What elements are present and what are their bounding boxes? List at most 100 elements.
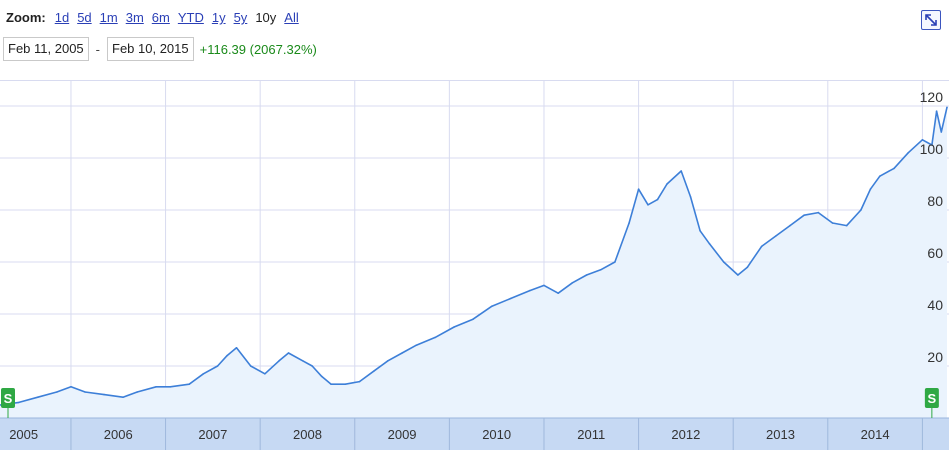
data-point bbox=[699, 230, 701, 232]
expand-button[interactable] bbox=[921, 10, 941, 30]
zoom-option-5y[interactable]: 5y bbox=[233, 10, 248, 25]
data-point bbox=[358, 380, 361, 383]
data-point bbox=[311, 365, 314, 367]
data-point bbox=[18, 401, 20, 404]
data-point bbox=[84, 391, 86, 393]
data-point bbox=[760, 245, 763, 248]
zoom-options: 1d 5d 1m 3m 6m YTD 1y 5y 10y All bbox=[55, 10, 307, 25]
data-point bbox=[614, 261, 616, 263]
split-marker-label: S bbox=[4, 391, 13, 406]
data-point bbox=[415, 344, 418, 347]
data-point bbox=[940, 131, 943, 133]
data-point bbox=[722, 261, 725, 263]
data-point bbox=[879, 175, 881, 177]
zoom-option-5d[interactable]: 5d bbox=[77, 10, 92, 25]
data-point bbox=[264, 373, 266, 375]
data-point bbox=[935, 110, 938, 112]
data-point bbox=[287, 352, 290, 354]
y-tick-label: 40 bbox=[927, 297, 943, 313]
zoom-option-1m[interactable]: 1m bbox=[99, 10, 118, 25]
data-point bbox=[235, 347, 238, 349]
zoom-option-1y[interactable]: 1y bbox=[211, 10, 226, 25]
data-point bbox=[301, 360, 304, 362]
data-point bbox=[188, 383, 190, 386]
data-point bbox=[746, 266, 749, 268]
x-tick-label: 2014 bbox=[861, 427, 890, 442]
x-tick-label: 2011 bbox=[577, 427, 605, 442]
data-point bbox=[249, 365, 252, 367]
zoom-option-6m[interactable]: 6m bbox=[151, 10, 170, 25]
zoom-option-all[interactable]: All bbox=[284, 10, 299, 25]
data-point bbox=[666, 183, 668, 185]
zoom-option-ytd[interactable]: YTD bbox=[177, 10, 204, 25]
data-point bbox=[647, 204, 649, 206]
x-tick-label: 2012 bbox=[671, 427, 700, 442]
data-point bbox=[344, 383, 347, 386]
data-point bbox=[775, 235, 777, 237]
x-tick-label: 2013 bbox=[766, 427, 795, 442]
data-point bbox=[557, 292, 559, 294]
y-tick-label: 80 bbox=[927, 193, 943, 209]
expand-diagonal-arrow-icon bbox=[925, 14, 937, 26]
data-point bbox=[472, 318, 474, 320]
data-point bbox=[56, 391, 58, 393]
data-point bbox=[453, 326, 455, 328]
data-point bbox=[122, 396, 124, 399]
zoom-bar: Zoom: 1d 5d 1m 3m 6m YTD 1y 5y 10y All bbox=[6, 10, 307, 30]
x-tick-label: 2005 bbox=[9, 427, 38, 442]
split-marker-icon bbox=[924, 388, 939, 408]
data-point bbox=[70, 386, 72, 388]
x-tick-label: 2010 bbox=[482, 427, 511, 442]
date-range-bar: Feb 11, 2005 - Feb 10, 2015 +116.39 (206… bbox=[3, 37, 317, 61]
data-point bbox=[434, 336, 437, 339]
data-point bbox=[372, 370, 375, 373]
data-point bbox=[831, 222, 834, 224]
data-point bbox=[155, 386, 157, 388]
zoom-option-1d[interactable]: 1d bbox=[54, 10, 70, 25]
y-tick-label: 60 bbox=[927, 245, 943, 261]
y-tick-label: 20 bbox=[927, 349, 943, 365]
data-point bbox=[401, 352, 403, 354]
data-point bbox=[571, 282, 574, 284]
data-point bbox=[628, 222, 630, 224]
zoom-option-10y: 10y bbox=[255, 10, 277, 25]
data-point bbox=[37, 396, 39, 399]
data-point bbox=[921, 139, 924, 141]
data-point bbox=[169, 386, 172, 388]
start-date-field[interactable]: Feb 11, 2005 bbox=[3, 37, 89, 61]
data-point bbox=[680, 170, 682, 172]
data-point bbox=[387, 360, 389, 362]
data-point bbox=[931, 144, 933, 146]
x-tick-label: 2008 bbox=[293, 427, 322, 442]
data-point bbox=[585, 274, 588, 276]
x-tick-label: 2007 bbox=[198, 427, 227, 442]
price-area-fill bbox=[0, 107, 947, 419]
data-point bbox=[817, 211, 820, 214]
split-marker-icon bbox=[1, 388, 15, 408]
data-point bbox=[330, 383, 332, 386]
y-tick-label: 120 bbox=[920, 89, 944, 105]
x-axis-band bbox=[0, 418, 949, 450]
y-tick-label: 100 bbox=[920, 141, 944, 157]
data-point bbox=[689, 196, 692, 198]
data-point bbox=[907, 152, 909, 154]
data-point bbox=[637, 188, 640, 190]
end-date-field[interactable]: Feb 10, 2015 bbox=[107, 37, 194, 61]
data-point bbox=[869, 188, 872, 190]
data-point bbox=[216, 365, 219, 367]
data-point bbox=[202, 373, 205, 375]
split-marker-label: S bbox=[928, 391, 937, 406]
data-point bbox=[708, 243, 711, 245]
x-tick-label: 2006 bbox=[104, 427, 133, 442]
data-point bbox=[946, 106, 948, 109]
price-change-label: +116.39 (2067.32%) bbox=[199, 41, 317, 57]
price-chart: 20 40 60 80 100 120 2005 2006 2007 2008 2009 2010 20… bbox=[0, 80, 949, 450]
date-separator: - bbox=[95, 41, 100, 57]
data-point bbox=[893, 167, 895, 170]
data-point bbox=[278, 360, 280, 362]
data-point bbox=[845, 224, 848, 227]
data-point bbox=[789, 224, 791, 227]
data-point bbox=[599, 269, 602, 271]
zoom-option-3m[interactable]: 3m bbox=[125, 10, 144, 25]
data-point bbox=[0, 404, 1, 406]
